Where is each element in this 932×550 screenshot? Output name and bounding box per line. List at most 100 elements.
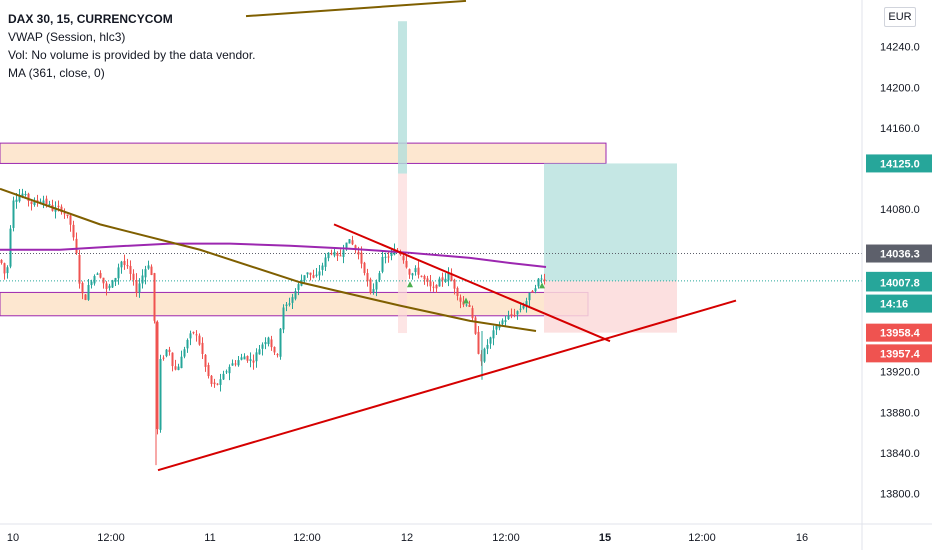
candle-body [48,204,51,206]
candle-body [126,265,129,267]
candle-body [336,252,339,256]
price-tag-background [866,294,932,313]
signal-marker [463,297,469,304]
time-tick-label: 12:00 [688,532,716,544]
moving-average-line-upper [245,0,467,18]
candle-body [33,200,36,206]
candle-body [279,328,282,357]
vwap-legend[interactable]: VWAP (Session, hlc3) [8,30,126,44]
candle-body [384,256,387,258]
signal-markers [407,281,545,304]
candle-body [417,267,420,275]
zone-0 [0,142,607,164]
trendline-1 [333,223,611,343]
candle-body [12,200,15,228]
candle-body [81,282,84,294]
candle-body [174,366,177,370]
candle-body [105,283,108,289]
candle-body [291,297,294,303]
volume-legend[interactable]: Vol: No volume is provided by the data v… [8,48,256,62]
candle-body [543,279,546,281]
price-axis[interactable]: 13800.0 13840.0 13880.0 13920.0 14080.0 14160… [861,0,932,550]
candle-body [516,311,519,315]
candle-body [414,268,417,273]
candle-body [288,303,291,305]
candle-body [285,304,288,306]
time-tick-label: 10 [7,532,19,544]
candle-body [108,285,111,289]
candle-body [264,342,267,345]
candle-body [498,325,501,328]
candle-body [150,266,153,275]
symbol-title[interactable]: DAX 30, 15, CURRENCYCOM [8,12,173,26]
candle-body [18,195,21,202]
trendline-0 [157,299,737,472]
candle-body [297,284,300,290]
candle-body [318,271,321,276]
candle-body [489,337,492,344]
trendlines[interactable] [157,223,737,472]
candle-body [324,257,327,267]
candle-body [330,253,333,255]
time-tick-label: 12:00 [97,532,125,544]
candle-body [333,251,336,256]
candle-body [441,277,444,281]
time-tick-label: 12 [401,532,413,544]
long-position-tool[interactable] [544,163,677,333]
candle-body [537,278,540,287]
candle-body [402,256,405,261]
candle-body [507,315,510,320]
ma-legend[interactable]: MA (361, close, 0) [8,66,105,80]
candle-body [9,228,12,267]
candle-body [237,360,240,366]
time-tick-label: 16 [796,532,808,544]
candle-body [3,263,6,274]
currency-badge[interactable]: EUR [884,7,916,27]
candle-body [159,359,162,430]
candle-body [492,330,495,339]
candle-body [435,284,438,289]
candle-body [210,375,213,384]
candle-body [531,290,534,293]
candle-body [495,325,498,330]
candle-body [63,213,66,215]
candle-body [156,322,159,430]
candle-body [306,272,309,275]
candle-body [21,193,24,197]
candle-body [60,206,63,213]
candle-body [198,335,201,345]
candle-body [261,344,264,349]
candle-body [420,275,423,277]
time-axis[interactable]: 10 12:00 11 12:00 12 12:00 15 12:00 16 [0,523,932,544]
candle-body [510,314,513,316]
candle-body [0,259,3,263]
vwap-line [0,242,547,269]
candle-body [228,366,231,374]
candle-body [192,332,195,334]
candle-body [177,366,180,371]
candle-body [75,238,78,254]
candle-body [381,256,384,272]
price-tag-label: 14007.8 [880,277,920,289]
candle-body [183,349,186,357]
candle-body [351,240,354,245]
candle-body [345,242,348,250]
candle-body [6,267,9,274]
candle-body [339,255,342,257]
candle-body [225,371,228,373]
candle-body [138,283,141,293]
candle-body [468,304,471,308]
candle-body [231,363,234,366]
candle-body [249,359,252,362]
candle-body [348,239,351,244]
time-tick-label: 15 [599,532,611,544]
price-tag-background [866,323,932,342]
candle-body [96,273,99,275]
candle-body [267,337,270,345]
candle-body [354,245,357,250]
time-tick-label: 11 [204,532,215,544]
candle-body [15,199,18,202]
candle-body [447,273,450,281]
candle-body [141,275,144,284]
